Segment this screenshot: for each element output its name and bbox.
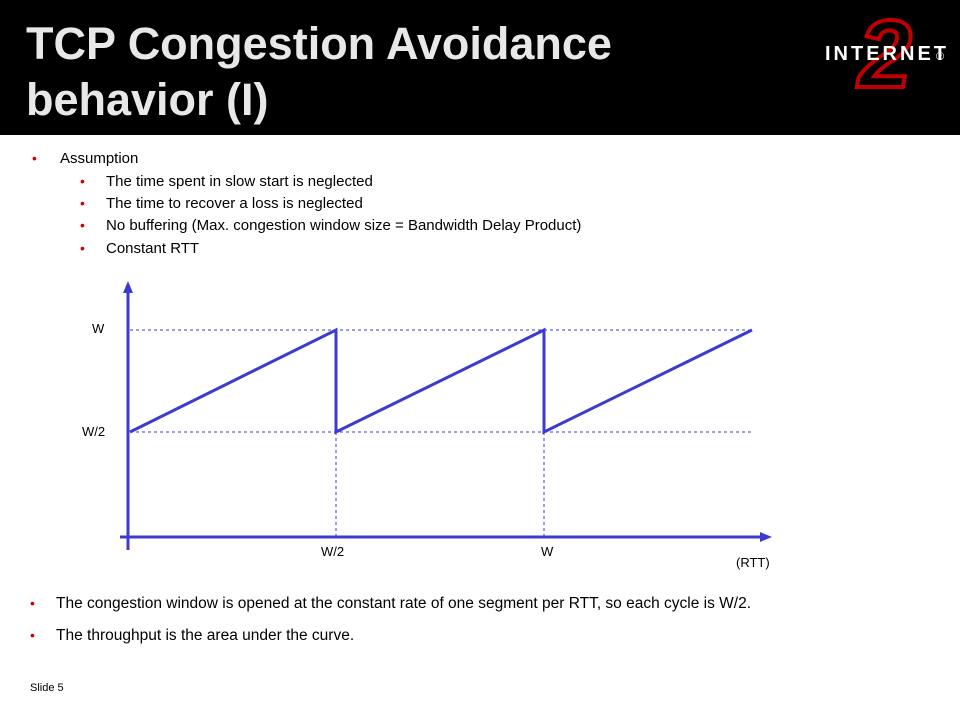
sub-item: The time to recover a loss is neglected — [106, 195, 363, 212]
x-label: W/2 — [321, 544, 344, 559]
bullet: • — [80, 240, 85, 256]
title-line: TCP Congestion Avoidance — [26, 18, 612, 69]
header-bar — [0, 0, 960, 135]
x-label: W — [541, 544, 554, 559]
sub-item: No buffering (Max. congestion window siz… — [106, 217, 582, 234]
bullet: • — [30, 627, 35, 643]
title-line: behavior (I) — [26, 74, 269, 125]
note: The throughput is the area under the cur… — [56, 627, 355, 644]
sawtooth — [129, 327, 753, 435]
diagram: W W/2 W/2 W (RTT) — [82, 281, 772, 570]
bullet-heading: Assumption — [60, 150, 139, 167]
axis-arrow — [123, 281, 133, 293]
bullet: • — [80, 195, 85, 211]
logo: 2 INTERNET ® — [825, 12, 949, 110]
bullet: • — [80, 173, 85, 189]
sub-item: The time spent in slow start is neglecte… — [106, 173, 373, 190]
bullet: • — [32, 150, 37, 166]
y-label: W/2 — [82, 424, 105, 439]
logo-symbol: ® — [936, 51, 944, 63]
note: The congestion window is opened at the c… — [56, 595, 752, 612]
sub-item: Constant RTT — [106, 240, 200, 257]
bullet: • — [30, 595, 35, 611]
x-unit: (RTT) — [736, 555, 770, 570]
y-label: W — [92, 321, 105, 336]
logo-numeral: 2 — [856, 12, 911, 108]
logo-word: INTERNET — [825, 43, 949, 65]
axis-arrow — [760, 532, 772, 542]
bullet: • — [80, 217, 85, 233]
slide-number: Slide 5 — [30, 682, 64, 694]
